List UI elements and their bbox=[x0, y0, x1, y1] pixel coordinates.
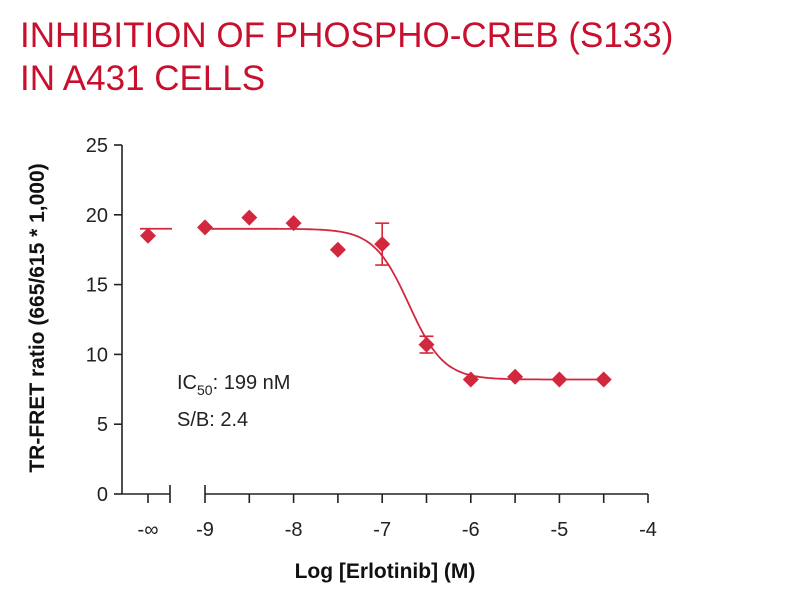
y-tick-label: 25 bbox=[86, 135, 108, 157]
data-point bbox=[241, 209, 258, 226]
data-point bbox=[329, 241, 346, 258]
y-tick-label: 15 bbox=[86, 275, 108, 297]
sb-annotation: S/B: 2.4 bbox=[177, 409, 248, 431]
data-point bbox=[374, 236, 391, 253]
chart-title: INHIBITION OF PHOSPHO-CREB (S133) IN A43… bbox=[20, 14, 673, 100]
x-tick-label: -9 bbox=[196, 519, 214, 541]
chart-title-line-2: IN A431 CELLS bbox=[20, 59, 266, 98]
x-tick-label: -4 bbox=[639, 519, 657, 541]
data-point bbox=[507, 368, 524, 385]
tick-labels: 0 5 10 15 20 25 -9 -8 -7 -6 -5 -4 -∞ bbox=[86, 135, 657, 541]
y-tick-label: 20 bbox=[86, 205, 108, 227]
ic50-value: : 199 nM bbox=[213, 372, 291, 394]
y-tick-label: 10 bbox=[86, 344, 108, 366]
x-tick-label: -7 bbox=[373, 519, 391, 541]
x-tick-label: -5 bbox=[551, 519, 569, 541]
y-tick-label: 5 bbox=[97, 414, 108, 436]
x-tick-label-neg-inf: -∞ bbox=[138, 519, 159, 541]
ic50-subscript: 50 bbox=[197, 382, 213, 398]
fit-curve-group bbox=[140, 227, 604, 381]
data-point bbox=[285, 215, 302, 232]
chart-axes bbox=[114, 144, 649, 503]
x-tick-label: -8 bbox=[285, 519, 303, 541]
data-point bbox=[551, 371, 568, 388]
ic50-prefix: IC bbox=[177, 372, 197, 394]
data-point bbox=[595, 371, 612, 388]
chart-title-line-1: INHIBITION OF PHOSPHO-CREB (S133) bbox=[20, 16, 674, 55]
x-tick-label: -6 bbox=[462, 519, 480, 541]
y-axis-label: TR-FRET ratio (665/615 * 1,000) bbox=[26, 163, 49, 472]
data-point bbox=[197, 219, 213, 236]
data-point bbox=[418, 336, 435, 353]
x-axis-label: Log [Erlotinib] (M) bbox=[295, 560, 476, 583]
data-point-neg-inf bbox=[140, 227, 156, 244]
fit-curve bbox=[205, 227, 604, 381]
data-point bbox=[462, 371, 479, 388]
y-tick-label: 0 bbox=[97, 484, 108, 506]
ic50-annotation: IC50: 199 nM bbox=[177, 372, 290, 398]
data-points bbox=[140, 209, 612, 388]
